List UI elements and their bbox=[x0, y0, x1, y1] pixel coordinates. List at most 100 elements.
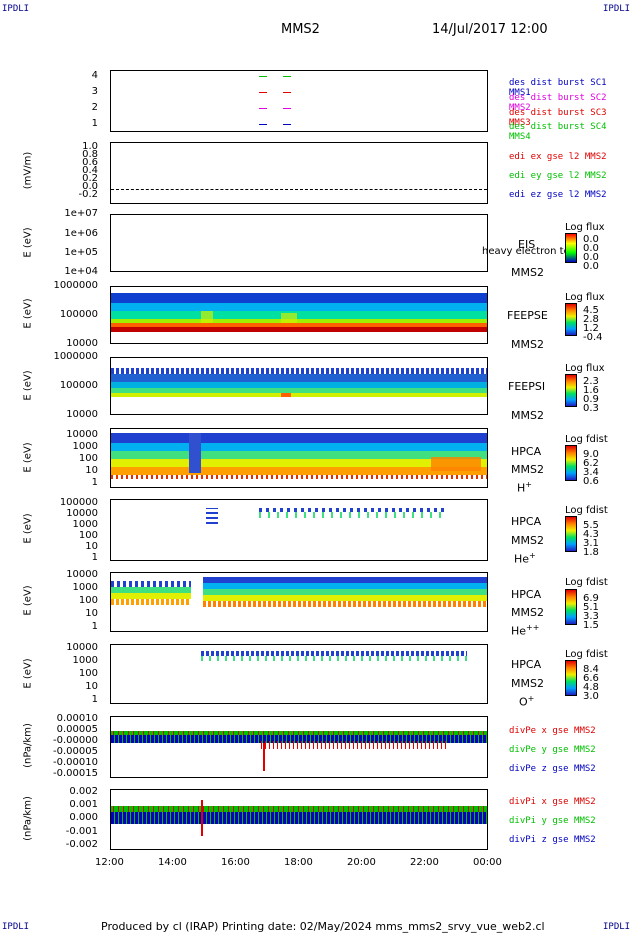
y-tick: 4 bbox=[91, 70, 98, 81]
y-tick: 10000 bbox=[66, 569, 98, 580]
panel-divpe bbox=[110, 716, 488, 778]
corner-label-br: IPDLI bbox=[603, 922, 630, 932]
y-tick: 100 bbox=[78, 595, 98, 606]
colorbar bbox=[565, 589, 577, 625]
y-tick: -0.00010 bbox=[53, 757, 98, 768]
panel-eis bbox=[110, 214, 488, 272]
colorbar-value: 0.3 bbox=[583, 403, 599, 414]
spacecraft-label: MMS2 bbox=[511, 606, 544, 619]
species-label: O+ bbox=[519, 694, 535, 709]
species-label: H+ bbox=[517, 480, 532, 495]
species-label: He+ bbox=[514, 551, 536, 566]
y-tick: 1000 bbox=[72, 582, 98, 593]
instrument-label: HPCA bbox=[511, 445, 542, 458]
plot-datetime: 14/Jul/2017 12:00 bbox=[432, 22, 548, 37]
burst-mark bbox=[283, 108, 291, 109]
y-axis-label: E (eV) bbox=[22, 585, 34, 616]
y-axis-label: E (eV) bbox=[22, 370, 34, 401]
colorbar-value: 6.6 bbox=[583, 673, 599, 684]
y-tick: 1e+04 bbox=[64, 266, 98, 277]
y-tick: 10000 bbox=[66, 642, 98, 653]
plot-title: MMS2 bbox=[281, 22, 320, 37]
colorbar-value: 0.0 bbox=[583, 261, 599, 272]
y-tick: 10 bbox=[85, 465, 98, 476]
panel-hpca-he2 bbox=[110, 572, 488, 632]
corner-label-tl: IPDLI bbox=[2, 4, 30, 14]
y-tick: 1 bbox=[91, 118, 98, 129]
y-axis-label: E (eV) bbox=[22, 298, 34, 329]
colorbar-value: 8.4 bbox=[583, 664, 599, 675]
instrument-label: HPCA bbox=[511, 515, 542, 528]
spacecraft-label: MMS2 bbox=[511, 266, 544, 279]
y-tick: 10000 bbox=[66, 508, 98, 519]
corner-label-tr: IPDLI bbox=[603, 4, 630, 14]
y-axis-label: (nPa/km) bbox=[22, 723, 34, 768]
y-tick: 0.0 bbox=[82, 181, 98, 192]
y-tick: 0.2 bbox=[82, 173, 98, 184]
y-tick: 1000 bbox=[72, 655, 98, 666]
y-tick: 0.000 bbox=[69, 812, 98, 823]
y-axis-label: E (eV) bbox=[22, 227, 34, 258]
y-tick: 100000 bbox=[59, 497, 98, 508]
colorbar-value: 3.1 bbox=[583, 538, 599, 549]
legend-entry: divPe y gse MMS2 bbox=[509, 745, 596, 755]
burst-mark bbox=[259, 108, 267, 109]
panel-divpi bbox=[110, 789, 488, 850]
spacecraft-label: MMS2 bbox=[511, 409, 544, 422]
legend-entry: divPe x gse MMS2 bbox=[509, 726, 596, 736]
y-axis-label: (nPa/km) bbox=[22, 796, 34, 841]
y-axis-label: E (eV) bbox=[22, 442, 34, 473]
colorbar-value: 1.5 bbox=[583, 620, 599, 631]
burst-mark bbox=[259, 76, 267, 77]
x-tick: 22:00 bbox=[410, 857, 439, 868]
colorbar-value: 2.3 bbox=[583, 376, 599, 387]
y-tick: 1 bbox=[91, 621, 98, 632]
y-tick: 1000 bbox=[72, 519, 98, 530]
legend-entry: des dist burst SC1 MMS1 bbox=[509, 78, 607, 98]
colorbar-title: Log fdist bbox=[565, 649, 608, 660]
burst-mark bbox=[283, 124, 291, 125]
y-tick: 3 bbox=[91, 86, 98, 97]
colorbar-value: 3.0 bbox=[583, 691, 599, 702]
spacecraft-label: MMS2 bbox=[511, 534, 544, 547]
burst-mark bbox=[283, 92, 291, 93]
colorbar-value: 4.3 bbox=[583, 529, 599, 540]
legend-entry: des dist burst SC3 MMS3 bbox=[509, 108, 607, 128]
colorbar-title: Log flux bbox=[565, 292, 605, 303]
legend-entry: des dist burst SC2 MMS2 bbox=[509, 93, 607, 113]
colorbar-value: 0.6 bbox=[583, 476, 599, 487]
x-tick: 20:00 bbox=[347, 857, 376, 868]
y-tick: 100 bbox=[78, 530, 98, 541]
panel-hpca-h bbox=[110, 428, 488, 488]
footer-credit: Produced by cl (IRAP) Printing date: 02/… bbox=[101, 920, 545, 933]
colorbar-value: 6.2 bbox=[583, 458, 599, 469]
zero-dashed-line bbox=[111, 189, 487, 190]
y-tick: 10000 bbox=[66, 409, 98, 420]
y-tick: 1000000 bbox=[53, 280, 98, 291]
colorbar-value: 4.8 bbox=[583, 682, 599, 693]
corner-label-bl: IPDLI bbox=[2, 922, 30, 932]
y-tick: 0.4 bbox=[82, 165, 98, 176]
colorbar-value: 1.2 bbox=[583, 323, 599, 334]
y-tick: 100 bbox=[78, 453, 98, 464]
colorbar-title: Log flux bbox=[565, 363, 605, 374]
y-tick: 10 bbox=[85, 541, 98, 552]
colorbar bbox=[565, 660, 577, 696]
y-tick: -0.00005 bbox=[53, 746, 98, 757]
species-label: He++ bbox=[511, 623, 540, 638]
spacecraft-label: MMS2 bbox=[511, 463, 544, 476]
legend-entry: edi ex gse l2 MMS2 bbox=[509, 152, 607, 162]
colorbar bbox=[565, 233, 577, 263]
colorbar-value: 0.0 bbox=[583, 252, 599, 263]
colorbar-title: Log fdist bbox=[565, 577, 608, 588]
legend-entry: edi ez gse l2 MMS2 bbox=[509, 190, 607, 200]
colorbar-title: Log fdist bbox=[565, 434, 608, 445]
y-tick: 0.00010 bbox=[56, 713, 98, 724]
y-tick: -0.00000 bbox=[53, 735, 98, 746]
y-tick: 1 bbox=[91, 694, 98, 705]
panel-hpca-he1 bbox=[110, 499, 488, 561]
instrument-label: HPCA bbox=[511, 658, 542, 671]
y-tick: 10 bbox=[85, 608, 98, 619]
burst-mark bbox=[283, 76, 291, 77]
colorbar bbox=[565, 445, 577, 481]
